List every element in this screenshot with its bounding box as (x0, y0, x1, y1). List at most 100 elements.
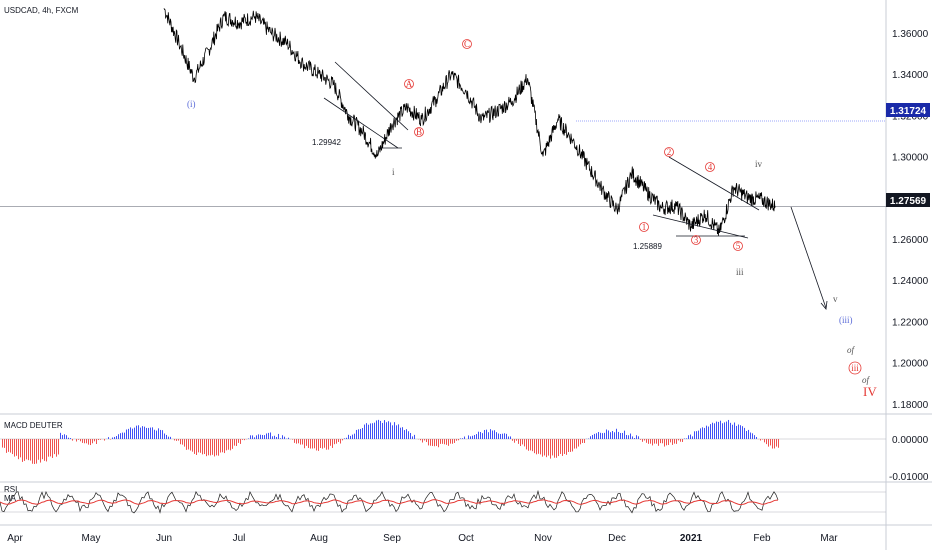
macd-bar (68, 437, 69, 439)
macd-bar (84, 439, 85, 444)
macd-bar (642, 439, 643, 442)
macd-bar (768, 439, 769, 447)
macd-bar (410, 432, 411, 439)
wave-circle-2 (664, 147, 674, 157)
macd-bar (442, 439, 443, 444)
macd-bar (482, 433, 483, 439)
macd-bar (192, 439, 193, 452)
macd-bar (96, 439, 97, 444)
macd-bar (72, 439, 73, 441)
macd-bar (592, 434, 593, 439)
price-levels (0, 120, 886, 207)
macd-bar (426, 439, 427, 443)
time-tick-label: May (82, 533, 101, 544)
macd-bar (210, 439, 211, 456)
wave-circle-3 (691, 235, 701, 245)
macd-bar (238, 439, 239, 443)
time-tick-label: Nov (534, 533, 552, 544)
macd-bar (544, 439, 545, 456)
macd-bar (64, 434, 65, 439)
macd-bar (600, 432, 601, 439)
macd-bar (514, 439, 515, 443)
macd-bar (350, 435, 351, 439)
macd-bar (388, 421, 389, 439)
low-annotation-1: 1.29942 (312, 138, 341, 147)
macd-bar (138, 425, 139, 439)
macd-bar (78, 439, 79, 440)
macd-bar (398, 424, 399, 439)
macd-bar (454, 439, 455, 443)
wave-label-of-2: of (862, 375, 871, 385)
macd-bar (644, 439, 645, 441)
time-tick-label: Apr (7, 533, 23, 544)
macd-bar (22, 439, 23, 462)
drawing-tools (323, 61, 828, 310)
macd-bar (14, 439, 15, 457)
time-tick-label: Jul (233, 533, 246, 544)
macd-bar (296, 439, 297, 444)
macd-bar (496, 432, 497, 439)
macd-bar (678, 439, 679, 441)
macd-bar (206, 439, 207, 457)
macd-bar (770, 439, 771, 446)
macd-bar (142, 426, 143, 439)
macd-bar (56, 439, 57, 457)
macd-bar (576, 439, 577, 449)
macd-bar (488, 432, 489, 439)
macd-bar (712, 422, 713, 439)
macd-bar (766, 439, 767, 445)
macd-bar (136, 425, 137, 439)
rsi-title: RSI (4, 485, 17, 494)
macd-bar (718, 421, 719, 439)
macd-bar (684, 438, 685, 439)
macd-bar (376, 420, 377, 439)
macd-bar (266, 433, 267, 439)
macd-bar (706, 425, 707, 439)
wave-circle-iii-red (848, 361, 862, 375)
macd-bar (764, 439, 765, 443)
macd-bar (160, 429, 161, 439)
macd-bar (748, 429, 749, 439)
macd-bar (378, 419, 379, 439)
macd-bar (444, 439, 445, 445)
macd-bar (638, 436, 639, 439)
macd-bar (636, 435, 637, 439)
macd-bar (574, 439, 575, 449)
macd-bar (680, 439, 681, 442)
macd-bar (278, 433, 279, 439)
macd-bar (134, 427, 135, 439)
macd-bar (658, 439, 659, 446)
macd-bar (24, 439, 25, 461)
macd-bar (264, 435, 265, 439)
macd-bar (152, 427, 153, 439)
macd-bar (308, 439, 309, 448)
macd-bar (274, 435, 275, 439)
macd-bar (346, 437, 347, 439)
macd-bar (280, 438, 281, 439)
macd-bar (726, 421, 727, 439)
macd-bar (522, 439, 523, 445)
wave-label-i-blue: (i) (187, 99, 196, 109)
macd-bar (336, 439, 337, 444)
macd-bar (324, 439, 325, 448)
macd-bar (716, 421, 717, 439)
macd-bar (190, 439, 191, 451)
macd-bar (28, 439, 29, 461)
macd-bar (306, 439, 307, 446)
macd-bar (268, 432, 269, 439)
price-tick-label: 1.30000 (892, 153, 929, 164)
macd-bar (742, 426, 743, 439)
macd-bar (228, 439, 229, 450)
time-tick-label: Feb (753, 533, 771, 544)
macd-bar (116, 436, 117, 439)
price-series-line (163, 8, 776, 236)
macd-bar (504, 433, 505, 439)
macd-bar (446, 439, 447, 445)
price-box-blue-label: 1.31724 (890, 106, 927, 117)
time-tick-label: 2021 (680, 533, 703, 544)
macd-bar (714, 423, 715, 439)
macd-bar (566, 439, 567, 455)
macd-bar (38, 439, 39, 460)
macd-bar (372, 423, 373, 439)
